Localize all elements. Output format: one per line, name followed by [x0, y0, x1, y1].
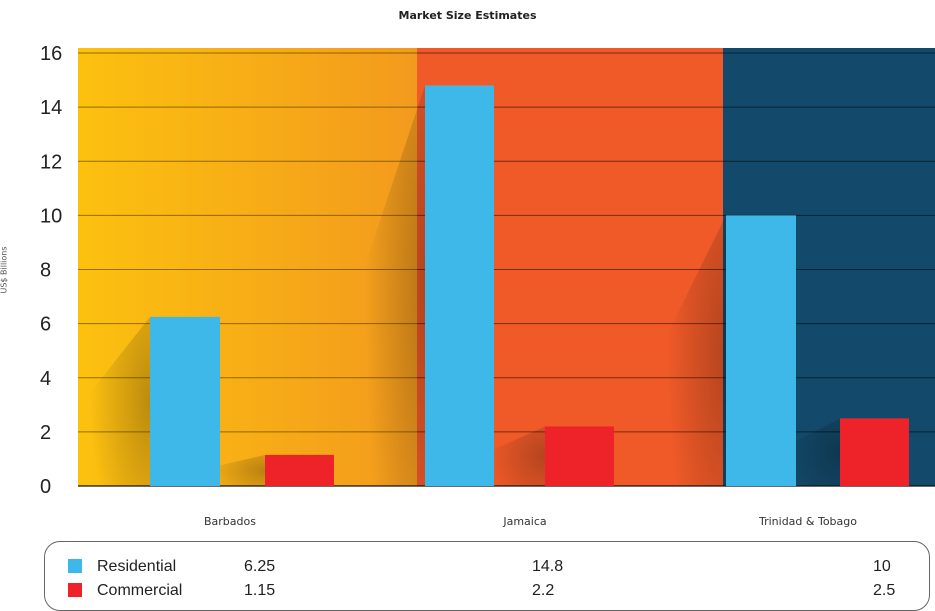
y-tick-label: 6: [40, 314, 51, 336]
legend-value: 14.8: [532, 558, 564, 575]
legend-swatch: [68, 559, 82, 573]
y-tick-label: 10: [40, 205, 62, 227]
legend-series-name: Commercial: [97, 582, 183, 599]
y-tick-label: 14: [40, 97, 62, 119]
y-tick-label: 12: [40, 151, 62, 173]
x-category-label: Barbados: [204, 515, 256, 528]
y-tick-label: 2: [40, 422, 51, 444]
chart-title: Market Size Estimates: [398, 9, 537, 22]
bar-commercial-2: [840, 418, 909, 486]
x-category-label: Trinidad & Tobago: [758, 515, 857, 528]
bar-residential-0: [150, 316, 220, 486]
bar-shadow: [485, 426, 545, 486]
legend-series-name: Residential: [97, 558, 177, 575]
bar-shadow: [90, 316, 150, 486]
legend-row-residential: Residential 6.25 14.8 10: [0, 557, 935, 579]
legend-value: 10: [873, 558, 891, 575]
legend-swatch: [68, 583, 82, 597]
y-tick-label: 4: [40, 368, 51, 390]
legend-value: 1.15: [244, 582, 276, 599]
bar-residential-1: [425, 85, 494, 486]
y-tick-label: 16: [40, 43, 62, 65]
y-tick-label: 0: [40, 476, 51, 498]
bar-shadow: [666, 215, 726, 486]
legend-value: 2.2: [532, 582, 555, 599]
legend-value: 6.25: [244, 558, 276, 575]
legend-row-commercial: Commercial 1.15 2.2 2.5: [0, 581, 935, 603]
bar-commercial-1: [545, 426, 614, 486]
bar-shadow: [365, 85, 425, 486]
bar-commercial-0: [265, 454, 334, 486]
bar-chart: 0 2 4 6 8 10 12 14 16 Barbados Jamaica Trinidad & …: [40, 43, 935, 528]
x-category-label: Jamaica: [502, 515, 546, 528]
y-tick-label: 8: [40, 260, 51, 282]
legend-value: 2.5: [873, 582, 896, 599]
bar-residential-2: [726, 215, 796, 486]
